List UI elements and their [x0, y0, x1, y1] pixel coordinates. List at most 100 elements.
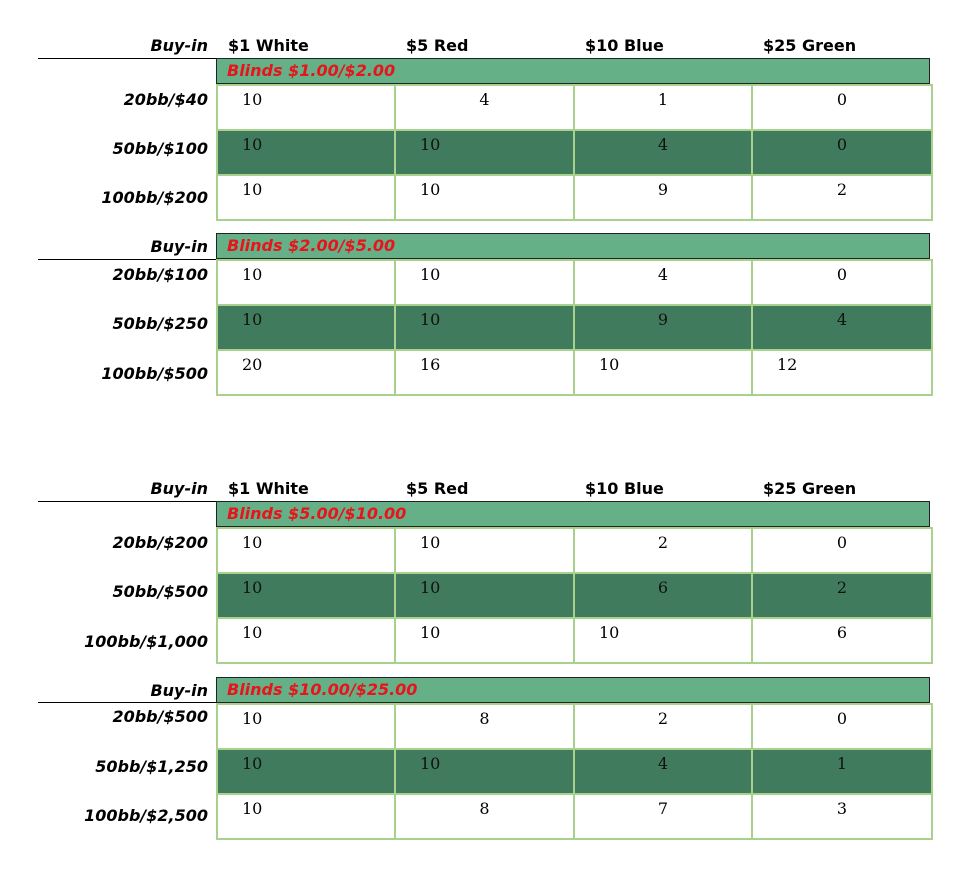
table-cell: 2	[573, 703, 753, 750]
divider-line	[38, 501, 216, 502]
table-row: 10 10 6 2	[216, 572, 933, 619]
row-label: 20bb/$40	[123, 90, 208, 109]
table-cell: 4	[573, 748, 753, 795]
table-cell: 10	[394, 617, 575, 664]
blinds-label: Blinds $10.00/$25.00	[227, 680, 418, 699]
table-cell: 4	[394, 84, 575, 131]
table-row: 10 10 9 4	[216, 304, 933, 351]
table-cell: 4	[573, 259, 753, 306]
column-header-blue: $10 Blue	[585, 479, 664, 498]
table-cell: 0	[751, 129, 933, 176]
table-cell: 6	[751, 617, 933, 664]
table-cell: 10	[394, 572, 575, 619]
table-cell: 10	[573, 617, 753, 664]
table-cell: 10	[216, 617, 396, 664]
blinds-band: Blinds $2.00/$5.00	[216, 233, 930, 259]
table-cell: 10	[216, 259, 396, 306]
column-header-red: $5 Red	[406, 36, 469, 55]
table-cell: 10	[216, 793, 396, 840]
blinds-label: Blinds $2.00/$5.00	[227, 236, 396, 255]
row-label: 50bb/$500	[112, 582, 208, 601]
row-label: 50bb/$1,250	[95, 757, 208, 776]
divider-line	[38, 259, 216, 260]
table-cell: 10	[216, 84, 396, 131]
column-header-white: $1 White	[228, 479, 309, 498]
chip-table: 10 8 2 0 10 10 4 1 10 8 7 3	[216, 703, 933, 840]
table-row: 10 10 2 0	[216, 527, 933, 574]
table-cell: 10	[394, 174, 575, 221]
row-label: 50bb/$250	[112, 314, 208, 333]
table-cell: 4	[573, 129, 753, 176]
table-cell: 2	[573, 527, 753, 574]
table-cell: 0	[751, 527, 933, 574]
table-cell: 0	[751, 703, 933, 750]
row-label: 100bb/$2,500	[84, 806, 208, 825]
buyin-header-1: Buy-in	[150, 36, 208, 55]
table-row: 10 10 10 6	[216, 617, 933, 664]
table-row: 10 8 7 3	[216, 793, 933, 840]
row-label: 100bb/$1,000	[84, 632, 208, 651]
table-cell: 8	[394, 703, 575, 750]
table-cell: 10	[394, 129, 575, 176]
chip-table: 10 10 2 0 10 10 6 2 10 10 10 6	[216, 527, 933, 664]
table-cell: 12	[751, 349, 933, 396]
table-cell: 1	[751, 748, 933, 795]
table-cell: 10	[216, 174, 396, 221]
table-cell: 10	[216, 304, 396, 351]
table-cell: 7	[573, 793, 753, 840]
table-cell: 10	[394, 304, 575, 351]
row-label: 20bb/$500	[112, 707, 208, 726]
blinds-band: Blinds $1.00/$2.00	[216, 58, 930, 84]
table-row: 10 10 9 2	[216, 174, 933, 221]
table-cell: 20	[216, 349, 396, 396]
chip-table: 10 10 4 0 10 10 9 4 20 16 10 12	[216, 259, 933, 396]
column-header-green: $25 Green	[763, 36, 857, 55]
blinds-band: Blinds $5.00/$10.00	[216, 501, 930, 527]
table-cell: 1	[573, 84, 753, 131]
row-label: 20bb/$100	[112, 265, 208, 284]
table-row: 20 16 10 12	[216, 349, 933, 396]
table-cell: 10	[394, 748, 575, 795]
blinds-band: Blinds $10.00/$25.00	[216, 677, 930, 703]
table-cell: 9	[573, 174, 753, 221]
table-row: 10 10 4 1	[216, 748, 933, 795]
table-cell: 10	[216, 703, 396, 750]
buyin-header-3: Buy-in	[150, 479, 208, 498]
column-header-red: $5 Red	[406, 479, 469, 498]
table-row: 10 4 1 0	[216, 84, 933, 131]
blinds-label: Blinds $1.00/$2.00	[227, 61, 396, 80]
table-cell: 4	[751, 304, 933, 351]
buyin-header-2: Buy-in	[150, 237, 208, 256]
table-cell: 10	[394, 527, 575, 574]
table-cell: 3	[751, 793, 933, 840]
blinds-label: Blinds $5.00/$10.00	[227, 504, 407, 523]
chip-table: 10 4 1 0 10 10 4 0 10 10 9 2	[216, 84, 933, 221]
divider-line	[38, 58, 216, 59]
divider-line	[38, 702, 216, 703]
column-header-blue: $10 Blue	[585, 36, 664, 55]
table-cell: 6	[573, 572, 753, 619]
table-cell: 0	[751, 259, 933, 306]
table-row: 10 10 4 0	[216, 129, 933, 176]
row-label: 20bb/$200	[112, 533, 208, 552]
table-cell: 9	[573, 304, 753, 351]
table-cell: 10	[216, 572, 396, 619]
table-cell: 8	[394, 793, 575, 840]
buyin-header-4: Buy-in	[150, 681, 208, 700]
column-header-white: $1 White	[228, 36, 309, 55]
table-row: 10 10 4 0	[216, 259, 933, 306]
table-cell: 2	[751, 174, 933, 221]
table-cell: 10	[216, 748, 396, 795]
row-label: 100bb/$200	[101, 188, 208, 207]
row-label: 50bb/$100	[112, 139, 208, 158]
table-cell: 10	[573, 349, 753, 396]
table-cell: 16	[394, 349, 575, 396]
table-cell: 2	[751, 572, 933, 619]
table-cell: 10	[216, 129, 396, 176]
table-row: 10 8 2 0	[216, 703, 933, 750]
column-header-green: $25 Green	[763, 479, 857, 498]
table-cell: 10	[216, 527, 396, 574]
table-cell: 10	[394, 259, 575, 306]
table-cell: 0	[751, 84, 933, 131]
row-label: 100bb/$500	[101, 364, 208, 383]
